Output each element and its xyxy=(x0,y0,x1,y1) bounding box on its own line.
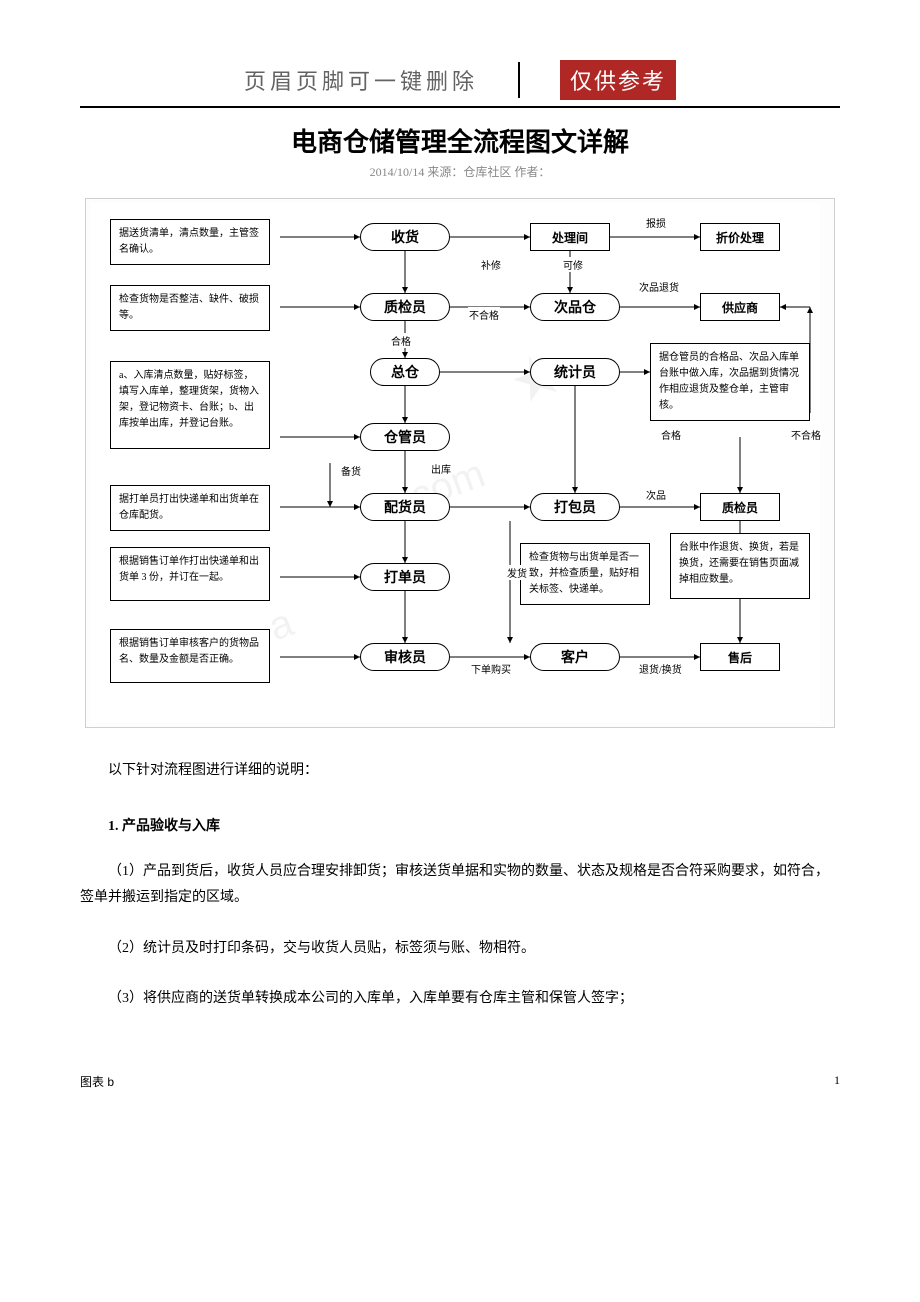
flow-note-n6: 根据销售订单审核客户的货物品名、数量及金额是否正确。 xyxy=(110,629,270,683)
flowchart: ★ com a 收货处理间折价处理质检员次品仓供应商总仓统计员仓管员配货员打包员… xyxy=(90,203,820,723)
flow-node-cipin: 次品仓 xyxy=(530,293,620,321)
flow-node-zhejia: 折价处理 xyxy=(700,223,780,251)
edge-label-e8: 合格 xyxy=(660,427,682,442)
edge-label-e5: 不合格 xyxy=(468,307,500,322)
page-number: 1 xyxy=(834,1073,840,1090)
edge-label-e13: 下单购买 xyxy=(470,661,512,676)
flow-node-shouhuo: 收货 xyxy=(360,223,450,251)
flow-note-n2: 检查货物是否整洁、缺件、破损等。 xyxy=(110,285,270,331)
flow-note-n4: 据打单员打出快递单和出货单在仓库配货。 xyxy=(110,485,270,531)
edge-label-e14: 退货/换货 xyxy=(638,661,683,676)
edge-label-e3: 可修 xyxy=(562,257,584,272)
page-header: 页眉页脚可一键删除 仅供参考 xyxy=(80,60,840,100)
flow-node-zhijian2: 质检员 xyxy=(700,493,780,521)
flow-node-shenhe: 审核员 xyxy=(360,643,450,671)
footer-left-label: 图表 b xyxy=(80,1073,114,1090)
page-footer: 图表 b 1 xyxy=(80,1073,840,1090)
paragraph-3: （3）将供应商的送货单转换成本公司的入库单，入库单要有仓库主管和保管人签字； xyxy=(80,986,840,1013)
flow-node-zongcang: 总仓 xyxy=(370,358,440,386)
flow-note-n7: 据仓管员的合格品、次品入库单台账中做入库，次品据到货情况作相应退货及整仓单，主管… xyxy=(650,343,810,421)
flow-node-kehu: 客户 xyxy=(530,643,620,671)
flow-node-cangguan: 仓管员 xyxy=(360,423,450,451)
flow-node-zhijian1: 质检员 xyxy=(360,293,450,321)
reference-only-badge: 仅供参考 xyxy=(560,60,676,100)
edge-label-e2: 补修 xyxy=(480,257,502,272)
header-hint-text: 页眉页脚可一键删除 xyxy=(244,64,478,96)
edge-label-e1: 报损 xyxy=(645,215,667,230)
flow-note-n9: 台账中作退货、换货，若是换货，还需要在销售页面减掉相应数量。 xyxy=(670,533,810,599)
header-rule xyxy=(80,106,840,108)
flow-node-dadan: 打单员 xyxy=(360,563,450,591)
flow-node-shouhou: 售后 xyxy=(700,643,780,671)
edge-label-e6: 合格 xyxy=(390,333,412,348)
flow-node-gongying: 供应商 xyxy=(700,293,780,321)
paragraph-2: （2）统计员及时打印条码，交与收货人员贴，标签须与账、物相符。 xyxy=(80,936,840,963)
edge-label-e9: 出库 xyxy=(430,461,452,476)
edge-label-e10: 备货 xyxy=(340,463,362,478)
flowchart-container: ★ com a 收货处理间折价处理质检员次品仓供应商总仓统计员仓管员配货员打包员… xyxy=(85,198,835,728)
flow-node-tongji: 统计员 xyxy=(530,358,620,386)
document-meta: 2014/10/14 来源：仓库社区 作者： xyxy=(80,163,840,180)
header-divider xyxy=(518,62,520,98)
flow-node-chuli: 处理间 xyxy=(530,223,610,251)
flow-note-n8: 检查货物与出货单是否一致，并检查质量，贴好相关标签、快递单。 xyxy=(520,543,650,605)
intro-paragraph: 以下针对流程图进行详细的说明： xyxy=(80,758,840,785)
section-1-heading: 1. 产品验收与入库 xyxy=(80,815,840,835)
document-title: 电商仓储管理全流程图文详解 xyxy=(80,122,840,159)
edge-label-e12: 发货 xyxy=(506,565,528,580)
flow-node-dabao: 打包员 xyxy=(530,493,620,521)
flow-note-n1: 据送货清单，清点数量，主管签名确认。 xyxy=(110,219,270,265)
flow-node-peihuo: 配货员 xyxy=(360,493,450,521)
paragraph-1: （1）产品到货后，收货人员应合理安排卸货；审核送货单据和实物的数量、状态及规格是… xyxy=(80,859,840,912)
edge-label-e11: 次品 xyxy=(645,487,667,502)
flow-note-n3: a、入库清点数量，贴好标签，填写入库单，整理货架，货物入架，登记物资卡、台账；b… xyxy=(110,361,270,449)
flow-note-n5: 根据销售订单作打出快递单和出货单 3 份，并订在一起。 xyxy=(110,547,270,601)
edge-label-e7: 不合格 xyxy=(790,427,822,442)
edge-label-e4: 次品退货 xyxy=(638,279,680,294)
